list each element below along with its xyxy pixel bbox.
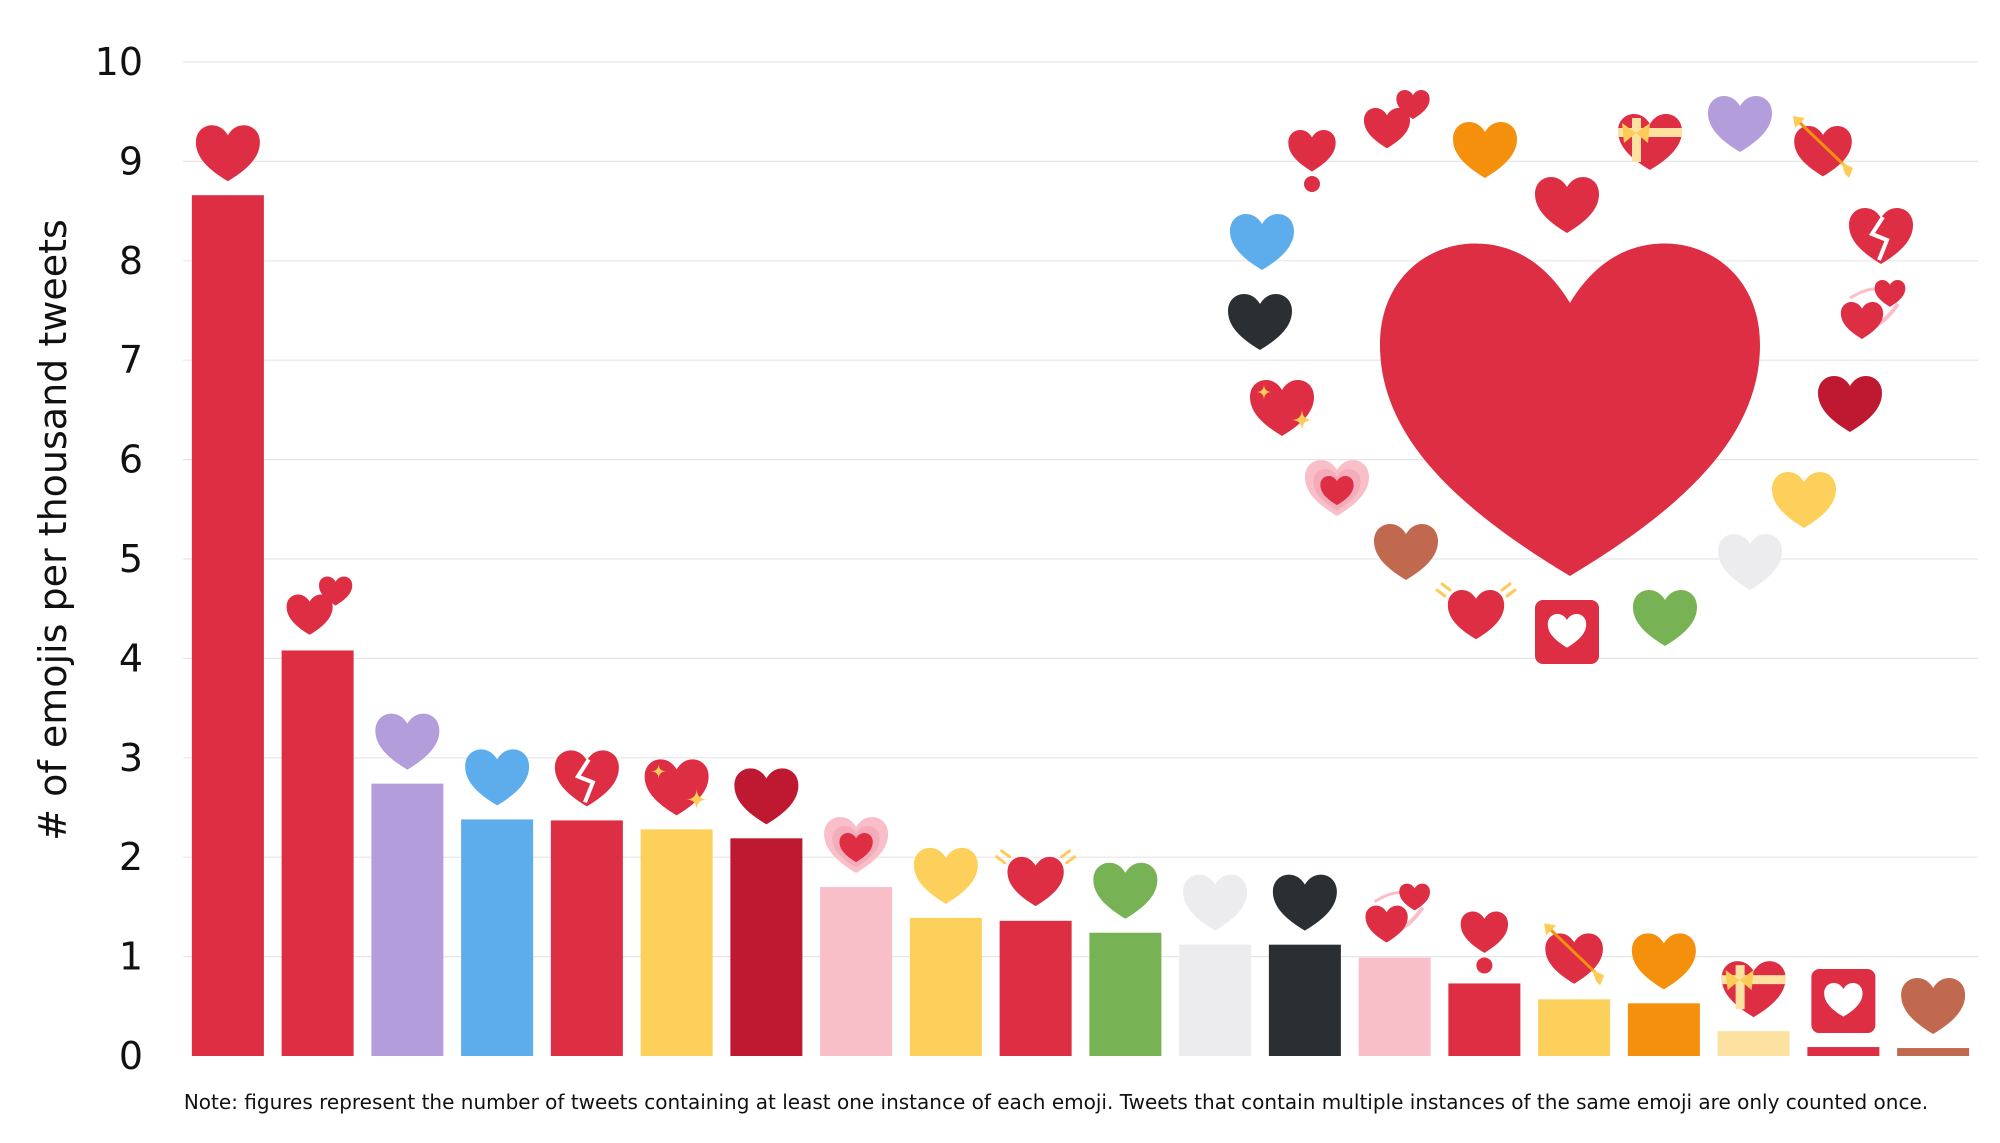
heart-with-ribbon-icon	[1721, 961, 1786, 1018]
bars	[191, 195, 1970, 1057]
brown-heart-icon	[1901, 978, 1966, 1035]
bar-heart-exclamation	[1448, 983, 1521, 1056]
orange-heart-icon	[1453, 122, 1517, 178]
bar-two-hearts	[281, 650, 354, 1056]
bar-emoji-icons	[195, 125, 1966, 1035]
bar-heart-with-arrow	[1538, 999, 1611, 1056]
bar-revolving-hearts	[1358, 957, 1431, 1056]
bar-broken-heart	[550, 820, 623, 1056]
bar-heart-decoration	[1807, 1047, 1880, 1056]
sparkling-heart-icon	[1250, 380, 1314, 436]
bar-growing-heart	[820, 887, 893, 1056]
broken-heart-icon	[1849, 208, 1913, 264]
heart-exclamation-icon	[1288, 130, 1336, 192]
growing-heart-icon	[824, 817, 889, 874]
y-axis-title: # of emojis per thousand tweets	[31, 219, 75, 841]
revolving-hearts-icon	[1840, 280, 1906, 339]
black-heart-icon	[1228, 294, 1292, 350]
broken-heart-icon	[554, 750, 619, 807]
bar-heart-with-ribbon	[1717, 1031, 1790, 1056]
white-heart-icon	[1718, 534, 1782, 590]
two-hearts-icon	[1363, 90, 1430, 149]
y-tick-label: 6	[119, 438, 143, 482]
heart-decoration-icon	[1811, 969, 1876, 1034]
purple-heart-icon	[1708, 96, 1772, 152]
y-tick-label: 7	[119, 338, 143, 382]
blue-heart-icon	[1230, 214, 1294, 270]
y-tick-label: 3	[119, 736, 143, 780]
two-hearts-icon	[286, 576, 353, 635]
y-tick-label: 10	[95, 40, 143, 84]
yellow-heart-icon	[1772, 472, 1836, 528]
brown-heart-icon	[1374, 524, 1438, 580]
bar-brown-heart	[1897, 1048, 1970, 1056]
purple-heart-icon	[375, 713, 440, 770]
yellow-heart-icon	[913, 847, 978, 904]
y-tick-label: 4	[119, 636, 143, 680]
bar-white-heart	[1179, 944, 1252, 1056]
y-axis-tick-labels: 0 1 2 3 4 5 6 7 8 9 10	[95, 40, 143, 1078]
bar-yellow-heart	[909, 917, 982, 1056]
bar-orange-heart	[1627, 1003, 1700, 1056]
heart-with-ribbon-icon	[1618, 114, 1682, 170]
bar-green-heart	[1089, 932, 1162, 1056]
y-tick-label: 1	[119, 935, 143, 979]
y-tick-label: 9	[119, 139, 143, 183]
bar-dark-red-heart	[730, 838, 803, 1056]
bar-beating-heart	[999, 920, 1072, 1056]
chart-note: Note: figures represent the number of tw…	[184, 1090, 1928, 1114]
y-tick-label: 8	[119, 239, 143, 283]
beating-heart-icon	[1435, 582, 1517, 640]
bar-purple-heart	[371, 783, 444, 1056]
red-heart-icon	[1535, 177, 1599, 233]
bar-blue-heart	[461, 819, 534, 1056]
sparkling-heart-icon	[644, 759, 709, 816]
red-heart-icon	[1380, 243, 1760, 576]
y-tick-label: 2	[119, 835, 143, 879]
green-heart-icon	[1633, 590, 1697, 646]
black-heart-icon	[1272, 874, 1337, 931]
heart-decoration-icon	[1535, 600, 1599, 664]
gridlines	[183, 61, 1978, 958]
dark-red-heart-icon	[734, 768, 799, 825]
y-tick-label: 0	[119, 1034, 143, 1078]
white-heart-icon	[1183, 874, 1248, 931]
heart-ring-decoration	[1228, 90, 1913, 664]
growing-heart-icon	[1305, 460, 1369, 516]
y-tick-label: 5	[119, 537, 143, 581]
heart-with-arrow-icon	[1793, 116, 1853, 178]
orange-heart-icon	[1631, 933, 1696, 990]
green-heart-icon	[1093, 862, 1158, 919]
bar-black-heart	[1268, 944, 1341, 1056]
revolving-hearts-icon	[1365, 883, 1430, 943]
heart-with-arrow-icon	[1544, 923, 1605, 986]
dark-red-heart-icon	[1818, 376, 1882, 432]
beating-heart-icon	[995, 849, 1077, 907]
bar-sparkling-heart	[640, 829, 713, 1056]
bar-red-heart	[191, 195, 264, 1057]
red-heart-icon	[195, 125, 260, 182]
heart-exclamation-icon	[1460, 911, 1509, 974]
